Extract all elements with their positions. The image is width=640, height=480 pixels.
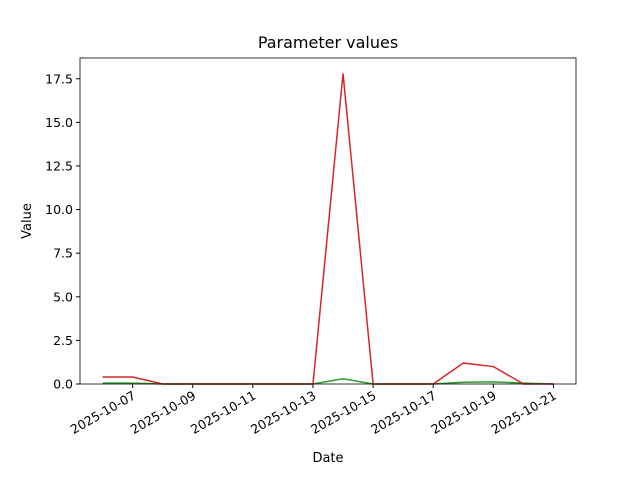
x-axis-label: Date (312, 451, 343, 466)
x-tick-label: 2025-10-17 (368, 388, 438, 437)
plot-frame (79, 57, 577, 385)
y-tick-label: 7.5 (53, 246, 73, 261)
y-tick-label: 12.5 (45, 158, 73, 173)
x-tick-label: 2025-10-09 (128, 388, 198, 437)
y-tick-label: 10.0 (45, 202, 73, 217)
x-tick-label: 2025-10-13 (248, 388, 318, 437)
y-tick-label: 17.5 (45, 71, 73, 86)
y-axis-label: Value (20, 203, 35, 239)
y-tick-label: 0.0 (53, 377, 73, 392)
y-tick-label: 2.5 (53, 333, 73, 348)
y-tick-label: 5.0 (53, 289, 73, 304)
x-tick-label: 2025-10-07 (68, 388, 138, 437)
x-tick-label: 2025-10-21 (489, 388, 559, 437)
x-tick-label: 2025-10-19 (428, 388, 498, 437)
data-line (102, 378, 554, 385)
data-line (102, 73, 554, 385)
y-tick-label: 15.0 (45, 115, 73, 130)
x-tick-label: 2025-10-15 (308, 388, 378, 437)
x-tick-label: 2025-10-11 (188, 388, 258, 437)
chart-title: Parameter values (258, 33, 398, 52)
